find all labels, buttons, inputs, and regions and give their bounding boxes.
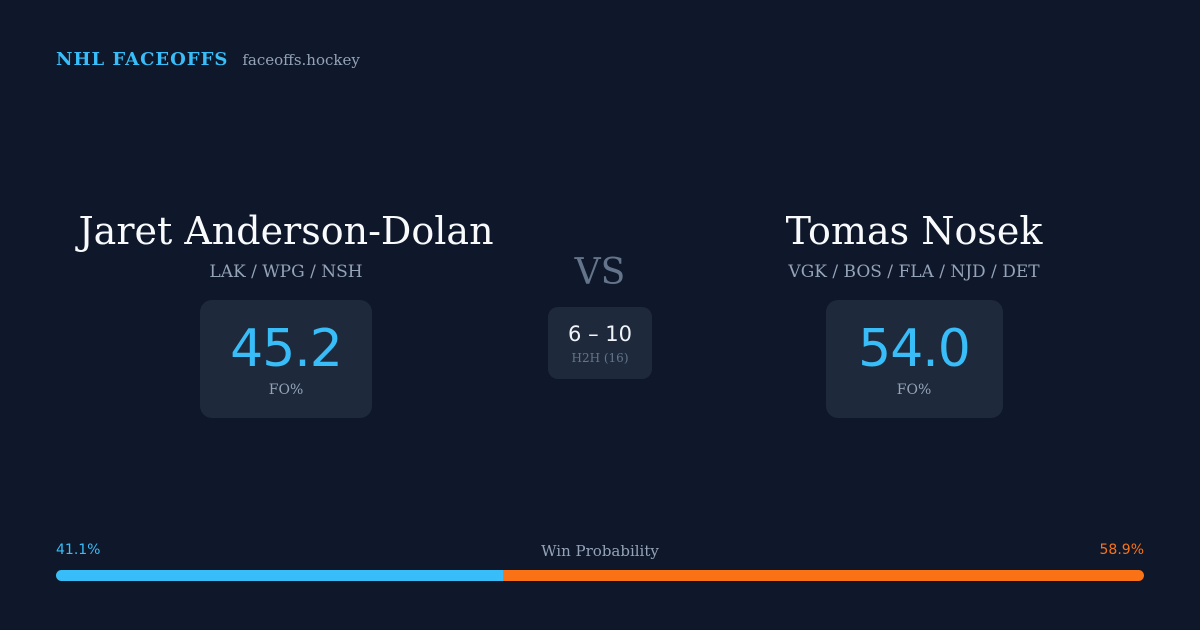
h2h-card: 6 – 10 H2H (16) [548, 307, 652, 379]
player-right-fo-value: 54.0 [858, 319, 971, 379]
player-left-fo-card: 45.2 FO% [200, 300, 372, 418]
h2h-label: H2H (16) [571, 351, 629, 365]
brand-site: faceoffs.hockey [242, 51, 360, 69]
brand: NHL FACEOFFS faceoffs.hockey [56, 49, 360, 70]
win-probability-fill-right [503, 570, 1144, 581]
player-left-fo-label: FO% [268, 382, 304, 398]
player-right-fo-card: 54.0 FO% [825, 300, 1003, 418]
brand-name: NHL FACEOFFS [56, 49, 229, 70]
win-probability-left-value: 41.1% [56, 542, 101, 558]
player-left: Jaret Anderson-Dolan LAK / WPG / NSH 45.… [76, 206, 496, 418]
player-left-fo-value: 45.2 [230, 319, 343, 379]
win-probability-labels: 41.1% Win Probability 58.9% [56, 542, 1144, 564]
win-probability-bar [56, 570, 1144, 581]
player-right-name: Tomas Nosek [785, 209, 1043, 253]
vs-label: VS [574, 252, 626, 293]
win-probability: 41.1% Win Probability 58.9% [56, 542, 1144, 581]
player-right-teams: VGK / BOS / FLA / NJD / DET [788, 262, 1040, 282]
h2h-score: 6 – 10 [568, 322, 632, 346]
win-probability-title: Win Probability [541, 542, 659, 560]
win-probability-fill-left [56, 570, 504, 581]
player-left-name: Jaret Anderson-Dolan [78, 209, 494, 253]
player-right: Tomas Nosek VGK / BOS / FLA / NJD / DET … [724, 206, 1104, 418]
player-right-fo-label: FO% [896, 382, 932, 398]
player-left-teams: LAK / WPG / NSH [209, 262, 363, 282]
win-probability-right-value: 58.9% [1099, 542, 1144, 558]
